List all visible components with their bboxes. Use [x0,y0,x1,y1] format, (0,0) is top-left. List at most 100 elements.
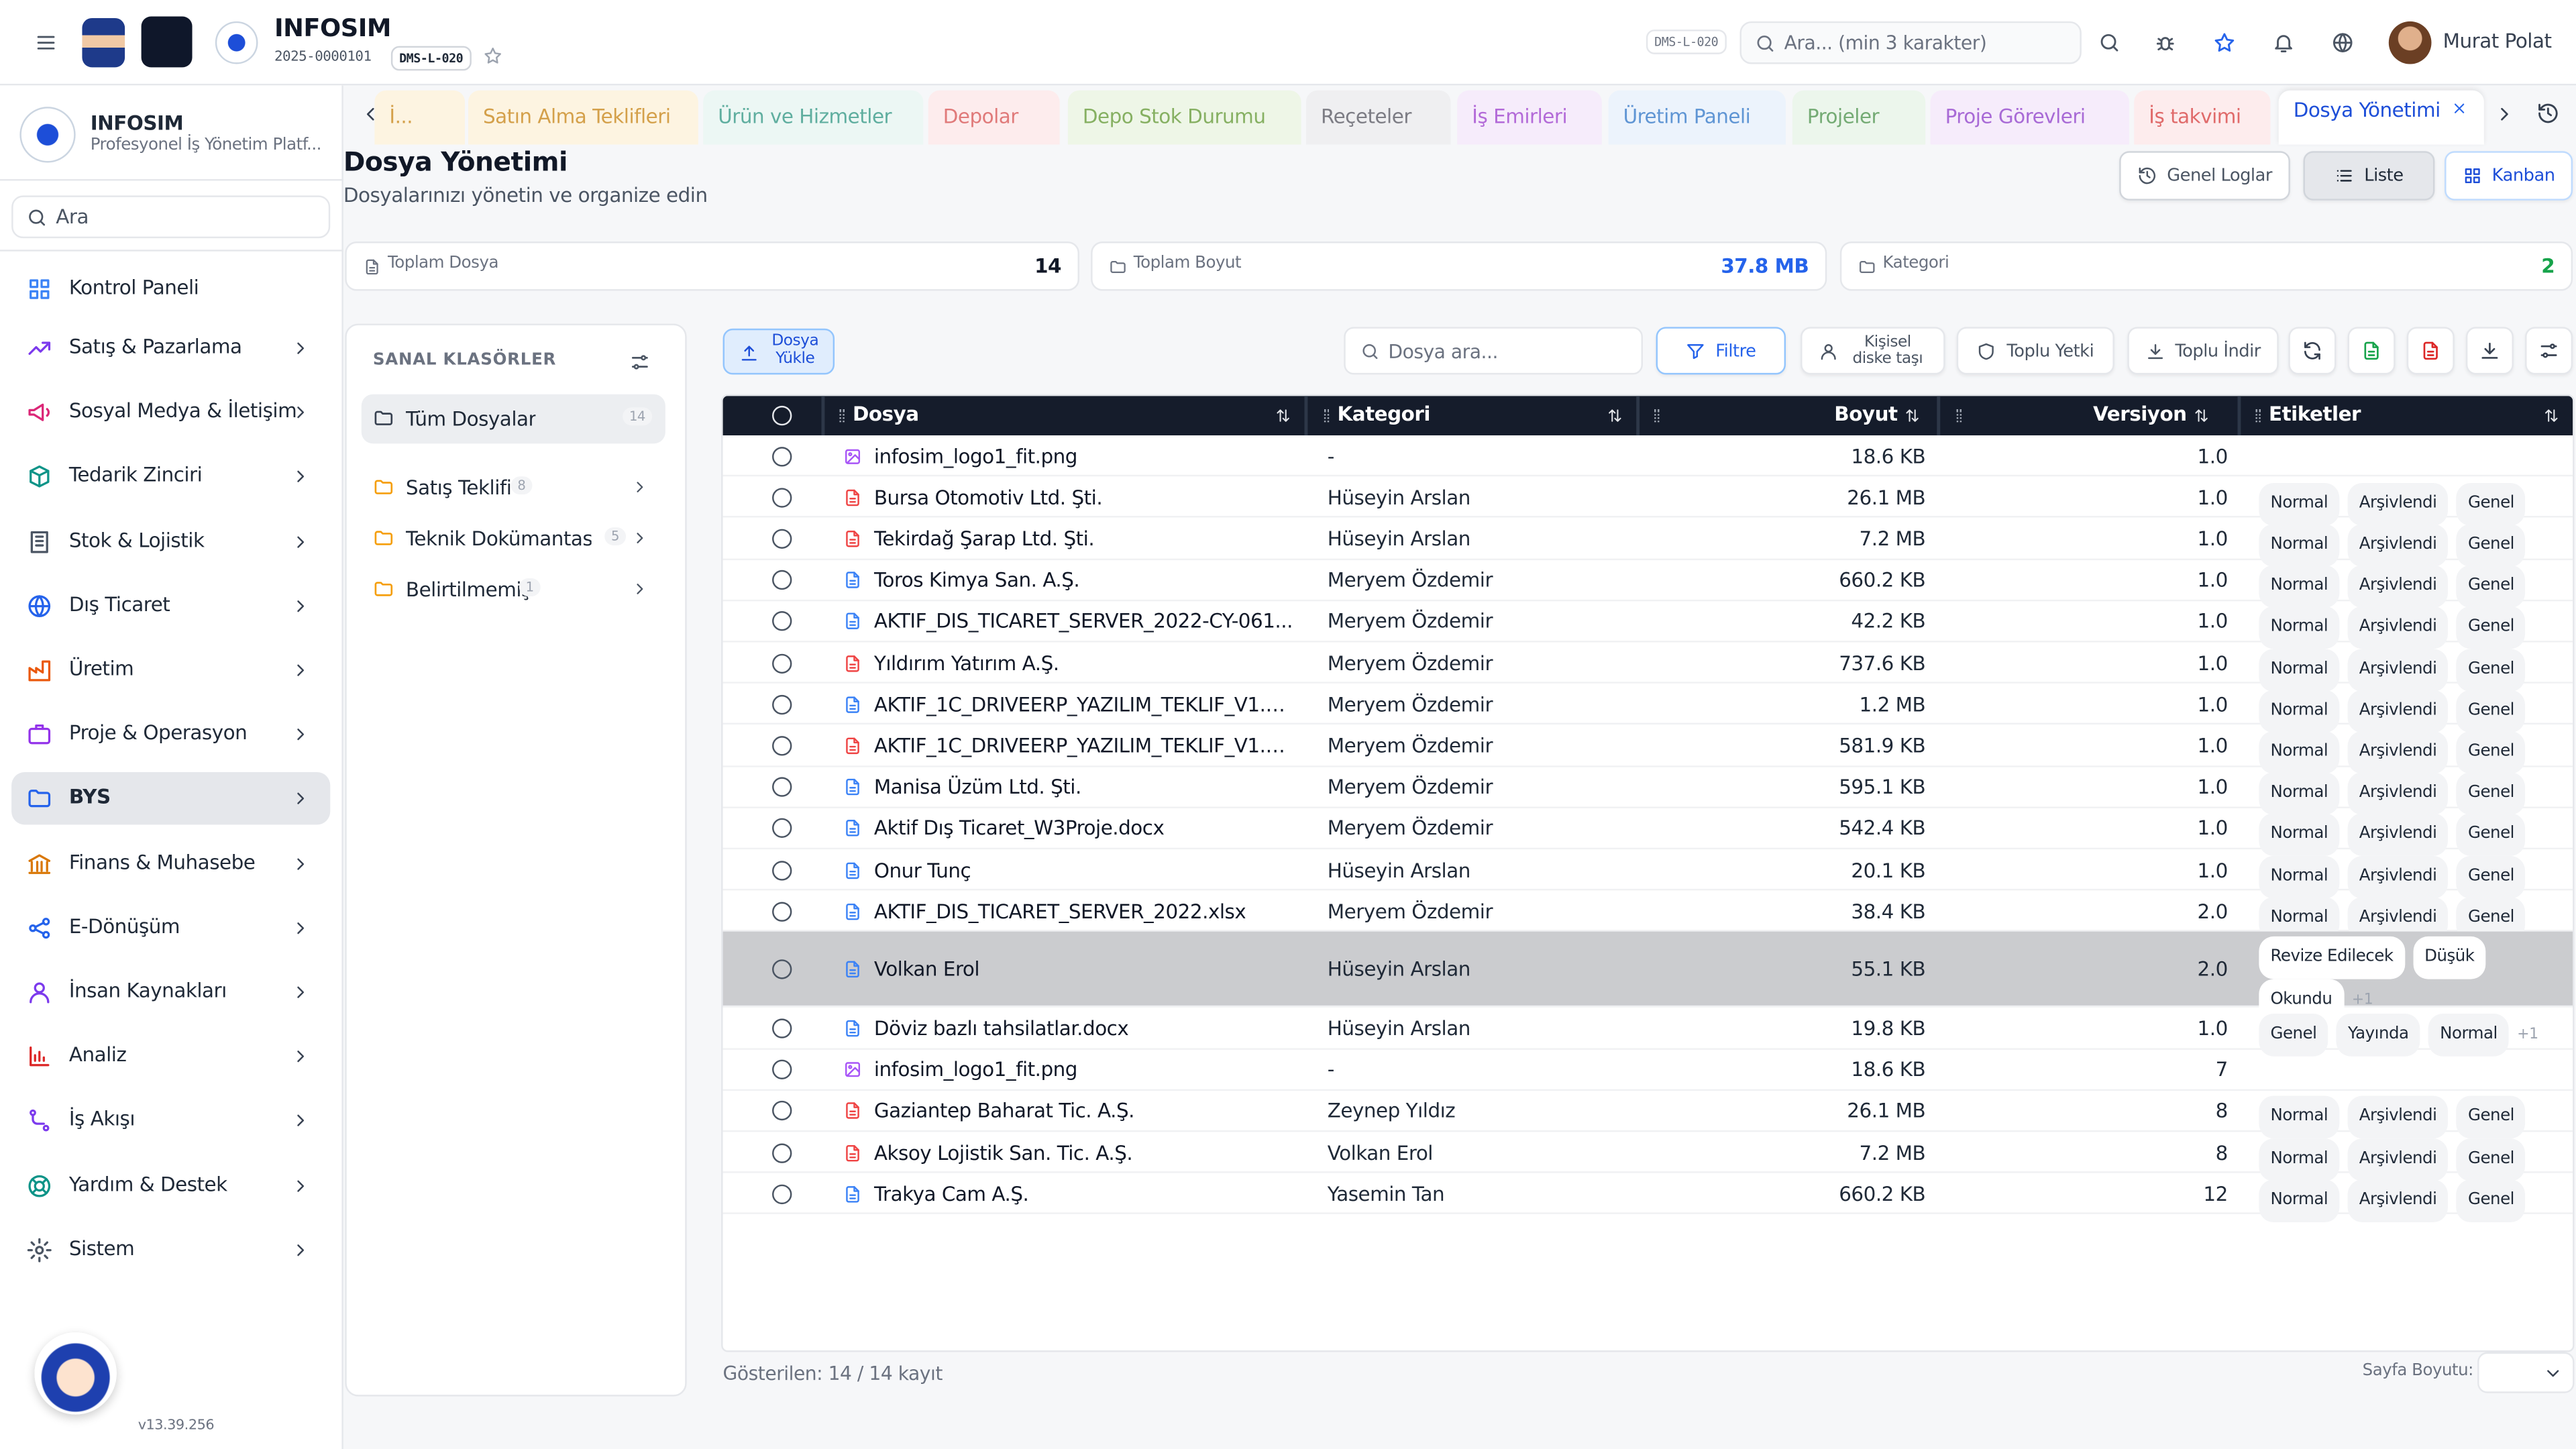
table-row[interactable]: Volkan Erol Hüseyin Arslan 55.1 KB 2.0 Reviz… [722,932,2573,1023]
table-row[interactable]: Döviz bazlı tahsilatlar.docx Hüseyin Arsl… [722,1008,2573,1057]
nav-item[interactable]: Proje & Operasyon [11,708,330,761]
assistant-avatar[interactable] [34,1332,117,1415]
favorite-button[interactable] [483,46,502,66]
nav-item[interactable]: İş Akışı [11,1095,330,1147]
tabs-prev[interactable] [360,103,381,125]
table-row[interactable]: Aksoy Lojistik San. Tic. A.Ş. Volkan Erol… [722,1132,2573,1181]
table-row[interactable]: Tekirdağ Şarap Ltd. Şti. Hüseyin Arslan 7.… [722,518,2573,567]
row-checkbox[interactable] [772,1142,792,1163]
sort-button[interactable] [1275,407,1291,423]
file-search[interactable]: Dosya ara... [1344,327,1643,375]
nav-item[interactable]: Finans & Muhasebe [11,837,330,890]
table-row[interactable]: AKTIF_DIS_TICARET_SERVER_2022.xlsx Meryem… [722,891,2573,940]
table-row[interactable]: infosim_logo1_fit.png - 18.6 KB 1.0 [722,435,2573,477]
header-icon-button[interactable] [2272,32,2295,54]
icon-button[interactable] [2465,327,2514,375]
nav-item[interactable]: Tedarik Zinciri [11,451,330,503]
row-checkbox[interactable] [772,446,792,466]
toolbar-button[interactable]: Kişisel diske taşı [1801,327,1945,375]
tab-close[interactable] [2451,100,2467,116]
tab[interactable]: İş Emirleri [1457,90,1602,145]
row-checkbox[interactable] [772,694,792,714]
global-search[interactable]: Ara... (min 3 karakter) [1739,21,2082,64]
folder-item[interactable]: Belirtilmemiş 1 [362,565,665,614]
tab[interactable]: Depolar [928,90,1060,145]
table-row[interactable]: AKTIF_DIS_TICARET_SERVER_2022-CY-061... M… [722,601,2573,650]
folder-settings[interactable] [629,352,651,373]
nav-item[interactable]: Üretim [11,644,330,696]
view-button[interactable]: Liste [2303,151,2435,201]
tabs-next[interactable] [2494,103,2516,125]
row-checkbox[interactable] [772,487,792,508]
row-checkbox[interactable] [772,901,792,922]
table-row[interactable]: Trakya Cam A.Ş. Yasemin Tan 660.2 KB 12 Norm… [722,1173,2573,1222]
table-row[interactable]: AKTIF_1C_DRIVEERP_YAZILIM_TEKLIF_V1.do..… [722,684,2573,733]
nav-item[interactable]: Yardım & Destek [11,1159,330,1212]
row-checkbox[interactable] [772,570,792,590]
row-checkbox[interactable] [772,1018,792,1038]
sort-button[interactable] [1904,407,1920,423]
nav-item[interactable]: Sistem [11,1224,330,1276]
tab[interactable]: Depo Stok Durumu [1067,90,1301,145]
tab[interactable]: Reçeteler [1305,90,1451,145]
table-row[interactable]: Onur Tunç Hüseyin Arslan 20.1 KB 1.0 Normal A… [722,849,2573,898]
page-size-select[interactable] [2477,1352,2575,1393]
row-checkbox[interactable] [772,1060,792,1080]
icon-button[interactable] [2525,327,2573,375]
table-row[interactable]: Toros Kimya San. A.Ş. Meryem Özdemir 660.2… [722,559,2573,608]
folder-item[interactable]: Tüm Dosyalar 14 [361,394,665,444]
header-icon-button[interactable] [2331,32,2354,54]
table-row[interactable]: infosim_logo1_fit.png - 18.6 KB 7 [722,1049,2573,1091]
row-checkbox[interactable] [772,653,792,674]
nav-item[interactable]: BYS [11,772,331,826]
select-all-checkbox[interactable] [772,405,792,426]
nav-item[interactable]: Sosyal Medya & İletişim [11,386,330,439]
upload-button[interactable]: Dosya Yükle [722,328,835,375]
folder-item[interactable]: Satış Teklifi 8 [362,464,665,513]
nav-item[interactable]: Dış Ticaret [11,580,330,632]
nav-item[interactable]: Kontrol Paneli [11,263,330,315]
tab[interactable]: Ürün ve Hizmetler [703,90,924,145]
table-row[interactable]: Manisa Üzüm Ltd. Şti. Meryem Özdemir 595.1… [722,767,2573,816]
row-checkbox[interactable] [772,777,792,798]
toolbar-button[interactable]: Filtre [1656,327,1786,375]
icon-button[interactable] [2347,327,2396,375]
nav-item[interactable]: Satış & Pazarlama [11,322,330,374]
sidebar-search[interactable]: Ara [11,195,331,239]
row-checkbox[interactable] [772,529,792,549]
sort-button[interactable] [1607,407,1623,423]
sort-button[interactable] [2543,407,2559,423]
menu-button[interactable] [34,32,57,54]
nav-item[interactable]: İnsan Kaynakları [11,966,330,1018]
header-icon-button[interactable] [2098,32,2121,54]
row-checkbox[interactable] [772,1184,792,1204]
tab[interactable]: İ... [374,90,466,145]
icon-button[interactable] [2288,327,2337,375]
row-checkbox[interactable] [772,960,792,980]
nav-item[interactable]: E-Dönüşüm [11,902,330,954]
tab[interactable]: İş takvimi [2134,90,2271,145]
table-row[interactable]: Bursa Otomotiv Ltd. Şti. Hüseyin Arslan 26… [722,477,2573,526]
tab[interactable]: Satın Alma Teklifleri [468,90,698,145]
row-checkbox[interactable] [772,818,792,839]
folder-item[interactable]: Teknik Dokümantas... 5 [362,515,665,564]
view-button[interactable]: Genel Loglar [2119,151,2290,201]
table-row[interactable]: Yıldırım Yatırım A.Ş. Meryem Özdemir 737.6… [722,643,2573,692]
row-checkbox[interactable] [772,860,792,880]
tab[interactable]: Dosya Yönetimi [2278,90,2484,145]
table-row[interactable]: Aktif Dış Ticaret_W3Proje.docx Meryem Özd… [722,808,2573,857]
row-checkbox[interactable] [772,736,792,756]
nav-item[interactable]: Stok & Lojistik [11,515,330,568]
table-row[interactable]: AKTIF_1C_DRIVEERP_YAZILIM_TEKLIF_V1.pdf M… [722,725,2573,774]
icon-button[interactable] [2406,327,2455,375]
toolbar-button[interactable]: Toplu Yetki [1956,327,2114,375]
toolbar-button[interactable]: Toplu İndir [2127,327,2279,375]
tab[interactable]: Proje Görevleri [1930,90,2129,145]
sort-button[interactable] [2193,407,2209,423]
row-checkbox[interactable] [772,1101,792,1122]
row-checkbox[interactable] [772,611,792,632]
nav-item[interactable]: Analiz [11,1030,330,1083]
header-icon-button[interactable] [2154,32,2177,54]
tab[interactable]: Projeler [1792,90,1926,145]
table-row[interactable]: Gaziantep Baharat Tic. A.Ş. Zeynep Yıldız… [722,1091,2573,1140]
